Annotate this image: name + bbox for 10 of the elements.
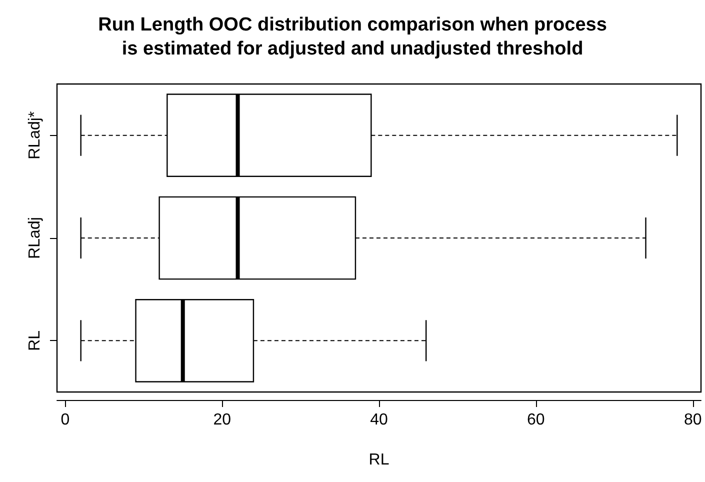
- y-tick-label: RLadj: [26, 217, 44, 259]
- x-tick-label: 80: [684, 412, 702, 428]
- y-tick-label: RL: [26, 330, 44, 351]
- x-tick-label: 60: [527, 412, 545, 428]
- x-tick-label: 0: [60, 412, 70, 428]
- y-tick-label: RLadj*: [26, 111, 44, 160]
- chart-title: Run Length OOC distribution comparison when process is estimated for adjusted and unadjusted threshold: [98, 14, 607, 60]
- x-axis-title: RL: [368, 452, 390, 468]
- x-tick-label: 40: [370, 412, 388, 428]
- x-tick-label: 20: [213, 412, 232, 428]
